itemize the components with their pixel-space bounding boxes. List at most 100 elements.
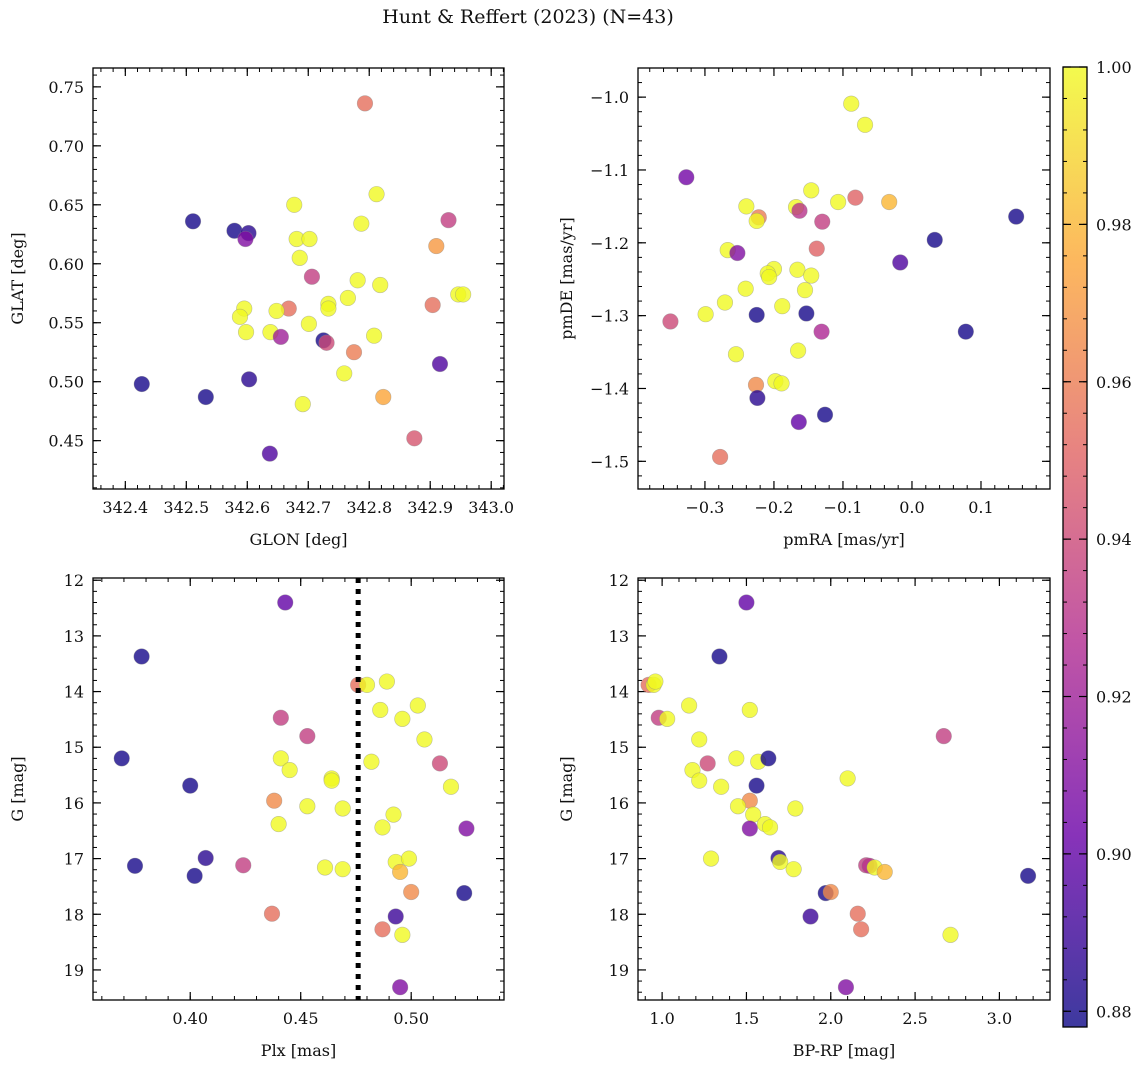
data-point	[790, 342, 807, 359]
data-point	[374, 819, 391, 836]
y-axis-label: G [mag]	[8, 756, 27, 821]
data-point	[372, 701, 389, 719]
x-tick-label: 342.7	[285, 498, 331, 517]
y-tick-label: 0.45	[48, 432, 84, 451]
data-point	[375, 388, 392, 406]
data-point	[803, 267, 820, 284]
data-point	[374, 921, 391, 938]
data-point	[741, 820, 758, 837]
y-tick-label: 12	[64, 571, 84, 590]
data-point	[691, 731, 708, 748]
x-tick-label: 0.50	[393, 1009, 429, 1028]
x-tick-label: −0.3	[686, 498, 725, 517]
data-point	[772, 853, 789, 871]
y-tick-label: 0.70	[48, 137, 84, 156]
data-point	[678, 169, 695, 186]
data-point	[392, 979, 409, 996]
y-tick-label: 16	[64, 794, 84, 813]
data-point	[798, 305, 815, 322]
data-point	[442, 778, 460, 795]
data-point	[392, 863, 409, 881]
data-point	[182, 777, 199, 794]
data-point	[363, 753, 380, 770]
data-point	[385, 806, 402, 823]
x-tick-label: 0.0	[899, 498, 924, 517]
data-point	[406, 430, 423, 447]
data-point	[816, 406, 834, 423]
data-point	[231, 308, 249, 325]
data-point	[748, 306, 765, 324]
data-point	[281, 761, 298, 779]
x-tick-label: 0.1	[968, 498, 993, 517]
y-tick-label: 0.60	[48, 255, 84, 274]
y-tick-label: −1.2	[590, 234, 629, 253]
data-point	[372, 276, 389, 294]
axes-frame	[92, 577, 505, 1001]
data-point	[712, 448, 729, 466]
data-point	[126, 857, 144, 874]
scatter-points	[662, 95, 1025, 466]
y-tick-label: 0.65	[48, 196, 84, 215]
data-point	[368, 186, 385, 203]
y-tick-label: 0.55	[48, 314, 84, 333]
y-tick-label: 12	[609, 571, 629, 590]
x-axis-label: pmRA [mas/yr]	[783, 530, 905, 549]
y-tick-label: 13	[609, 627, 629, 646]
scatter-points	[133, 95, 472, 462]
data-point	[796, 282, 814, 299]
data-point	[345, 344, 363, 361]
x-tick-label: 3.0	[987, 1009, 1012, 1028]
data-point	[738, 198, 755, 215]
data-point	[839, 770, 856, 787]
data-point	[837, 979, 855, 996]
data-point	[774, 298, 791, 315]
colorbar-tick-label: 0.90	[1096, 845, 1132, 864]
data-point	[789, 261, 806, 278]
data-point	[294, 395, 311, 413]
data-point	[366, 327, 383, 344]
x-axis-label: BP-RP [mag]	[793, 1041, 895, 1060]
y-tick-label: 16	[609, 794, 629, 813]
data-point	[336, 365, 353, 382]
axes-frame	[637, 67, 1051, 490]
data-point	[358, 676, 376, 693]
data-point	[378, 673, 395, 690]
y-axis-label: G [mag]	[557, 756, 576, 821]
data-point	[822, 883, 839, 901]
data-point	[814, 213, 831, 230]
data-point	[697, 306, 714, 323]
colorbar-tick-label: 0.92	[1096, 688, 1132, 707]
y-tick-label: 15	[609, 738, 629, 757]
y-tick-label: −1.4	[590, 379, 629, 398]
data-point	[727, 346, 745, 363]
data-point	[847, 189, 864, 206]
data-point	[431, 355, 449, 373]
y-tick-label: 17	[64, 850, 84, 869]
axes-frame	[92, 67, 505, 490]
data-point	[416, 731, 433, 748]
x-tick-label: 1.0	[649, 1009, 674, 1028]
y-axis-label: pmDE [mas/yr]	[557, 217, 576, 340]
data-point	[647, 673, 664, 690]
colorbar-tick-label: 1.00	[1096, 58, 1132, 77]
data-point	[787, 800, 804, 817]
data-point	[286, 196, 303, 213]
x-tick-label: 342.8	[346, 498, 392, 517]
data-point	[813, 323, 830, 340]
x-tick-label: 0.45	[283, 1009, 319, 1028]
data-point	[237, 230, 254, 248]
figure-title: Hunt & Reffert (2023) (N=43)	[382, 6, 674, 28]
x-tick-label: 342.4	[102, 498, 148, 517]
data-point	[186, 867, 203, 884]
data-point	[113, 750, 130, 767]
data-point	[738, 594, 755, 611]
data-point	[440, 212, 457, 229]
data-point	[455, 286, 472, 303]
data-point	[803, 182, 820, 199]
data-point	[760, 750, 777, 767]
data-point	[263, 905, 281, 922]
data-point	[790, 413, 807, 431]
x-tick-label: 342.9	[407, 498, 453, 517]
data-point	[1019, 867, 1037, 884]
data-point	[323, 772, 340, 789]
